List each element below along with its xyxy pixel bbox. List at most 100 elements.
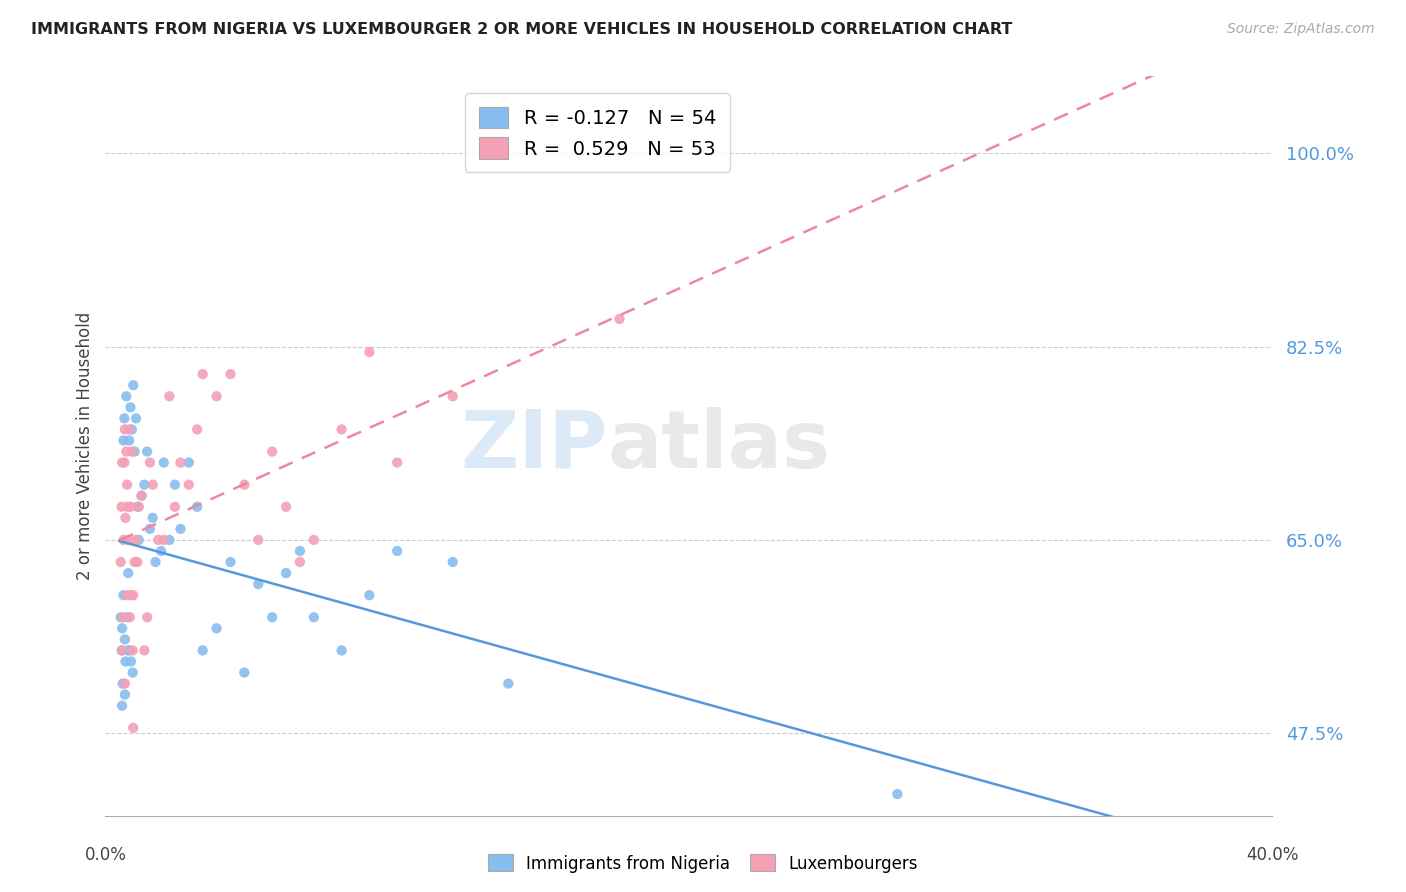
- Point: [233, 477, 256, 491]
- Point: [117, 533, 139, 547]
- Y-axis label: 2 or more Vehicles in Household: 2 or more Vehicles in Household: [76, 312, 94, 580]
- Point: [191, 367, 214, 381]
- Point: [111, 610, 134, 624]
- Point: [153, 456, 174, 470]
- Point: [157, 533, 180, 547]
- Point: [111, 676, 134, 690]
- Point: [121, 665, 143, 680]
- Legend: R = -0.127   N = 54, R =  0.529   N = 53: R = -0.127 N = 54, R = 0.529 N = 53: [465, 93, 730, 172]
- Point: [121, 422, 143, 436]
- Point: [233, 665, 256, 680]
- Point: [111, 621, 134, 635]
- Point: [288, 555, 311, 569]
- Point: [177, 456, 200, 470]
- Point: [117, 566, 139, 580]
- Point: [112, 411, 135, 425]
- Point: [115, 444, 138, 458]
- Point: [131, 489, 153, 503]
- Point: [169, 522, 191, 536]
- Point: [145, 555, 167, 569]
- Point: [112, 434, 135, 448]
- Point: [153, 533, 174, 547]
- Point: [112, 588, 135, 602]
- Point: [127, 500, 149, 514]
- Point: [157, 389, 180, 403]
- Point: [247, 533, 270, 547]
- Text: Source: ZipAtlas.com: Source: ZipAtlas.com: [1227, 22, 1375, 37]
- Point: [125, 411, 148, 425]
- Text: atlas: atlas: [607, 407, 831, 485]
- Point: [114, 676, 136, 690]
- Point: [115, 477, 138, 491]
- Point: [186, 422, 208, 436]
- Point: [120, 588, 142, 602]
- Point: [114, 422, 136, 436]
- Point: [142, 511, 165, 525]
- Point: [125, 533, 148, 547]
- Point: [142, 477, 165, 491]
- Point: [191, 643, 214, 657]
- Point: [186, 500, 208, 514]
- Point: [112, 456, 135, 470]
- Point: [163, 477, 186, 491]
- Point: [120, 401, 142, 415]
- Point: [110, 500, 132, 514]
- Point: [120, 500, 142, 514]
- Point: [117, 500, 139, 514]
- Point: [498, 676, 520, 690]
- Point: [139, 456, 162, 470]
- Point: [118, 643, 141, 657]
- Point: [122, 588, 145, 602]
- Point: [111, 643, 134, 657]
- Point: [148, 533, 170, 547]
- Point: [118, 422, 141, 436]
- Point: [330, 643, 353, 657]
- Point: [114, 632, 136, 647]
- Point: [136, 444, 159, 458]
- Point: [359, 588, 381, 602]
- Point: [121, 444, 143, 458]
- Point: [110, 643, 132, 657]
- Point: [441, 555, 464, 569]
- Point: [330, 422, 353, 436]
- Point: [247, 577, 270, 591]
- Point: [128, 500, 150, 514]
- Point: [441, 389, 464, 403]
- Point: [114, 655, 136, 669]
- Point: [163, 500, 186, 514]
- Point: [274, 566, 297, 580]
- Point: [385, 456, 409, 470]
- Point: [121, 643, 143, 657]
- Point: [385, 544, 409, 558]
- Point: [120, 655, 142, 669]
- Point: [134, 477, 156, 491]
- Point: [150, 544, 173, 558]
- Point: [114, 511, 136, 525]
- Point: [262, 610, 284, 624]
- Point: [117, 643, 139, 657]
- Point: [274, 500, 297, 514]
- Point: [177, 477, 200, 491]
- Point: [124, 555, 146, 569]
- Point: [117, 588, 139, 602]
- Text: IMMIGRANTS FROM NIGERIA VS LUXEMBOURGER 2 OR MORE VEHICLES IN HOUSEHOLD CORRELAT: IMMIGRANTS FROM NIGERIA VS LUXEMBOURGER …: [31, 22, 1012, 37]
- Point: [136, 610, 159, 624]
- Point: [262, 444, 284, 458]
- Point: [128, 533, 150, 547]
- Point: [219, 555, 242, 569]
- Point: [118, 610, 141, 624]
- Text: 0.0%: 0.0%: [84, 846, 127, 863]
- Text: 40.0%: 40.0%: [1246, 846, 1299, 863]
- Legend: Immigrants from Nigeria, Luxembourgers: Immigrants from Nigeria, Luxembourgers: [481, 847, 925, 880]
- Point: [118, 434, 141, 448]
- Point: [139, 522, 162, 536]
- Point: [122, 378, 145, 392]
- Point: [124, 444, 146, 458]
- Point: [359, 345, 381, 359]
- Point: [127, 555, 149, 569]
- Point: [111, 698, 134, 713]
- Point: [609, 312, 631, 326]
- Point: [169, 456, 191, 470]
- Point: [110, 610, 132, 624]
- Point: [219, 367, 242, 381]
